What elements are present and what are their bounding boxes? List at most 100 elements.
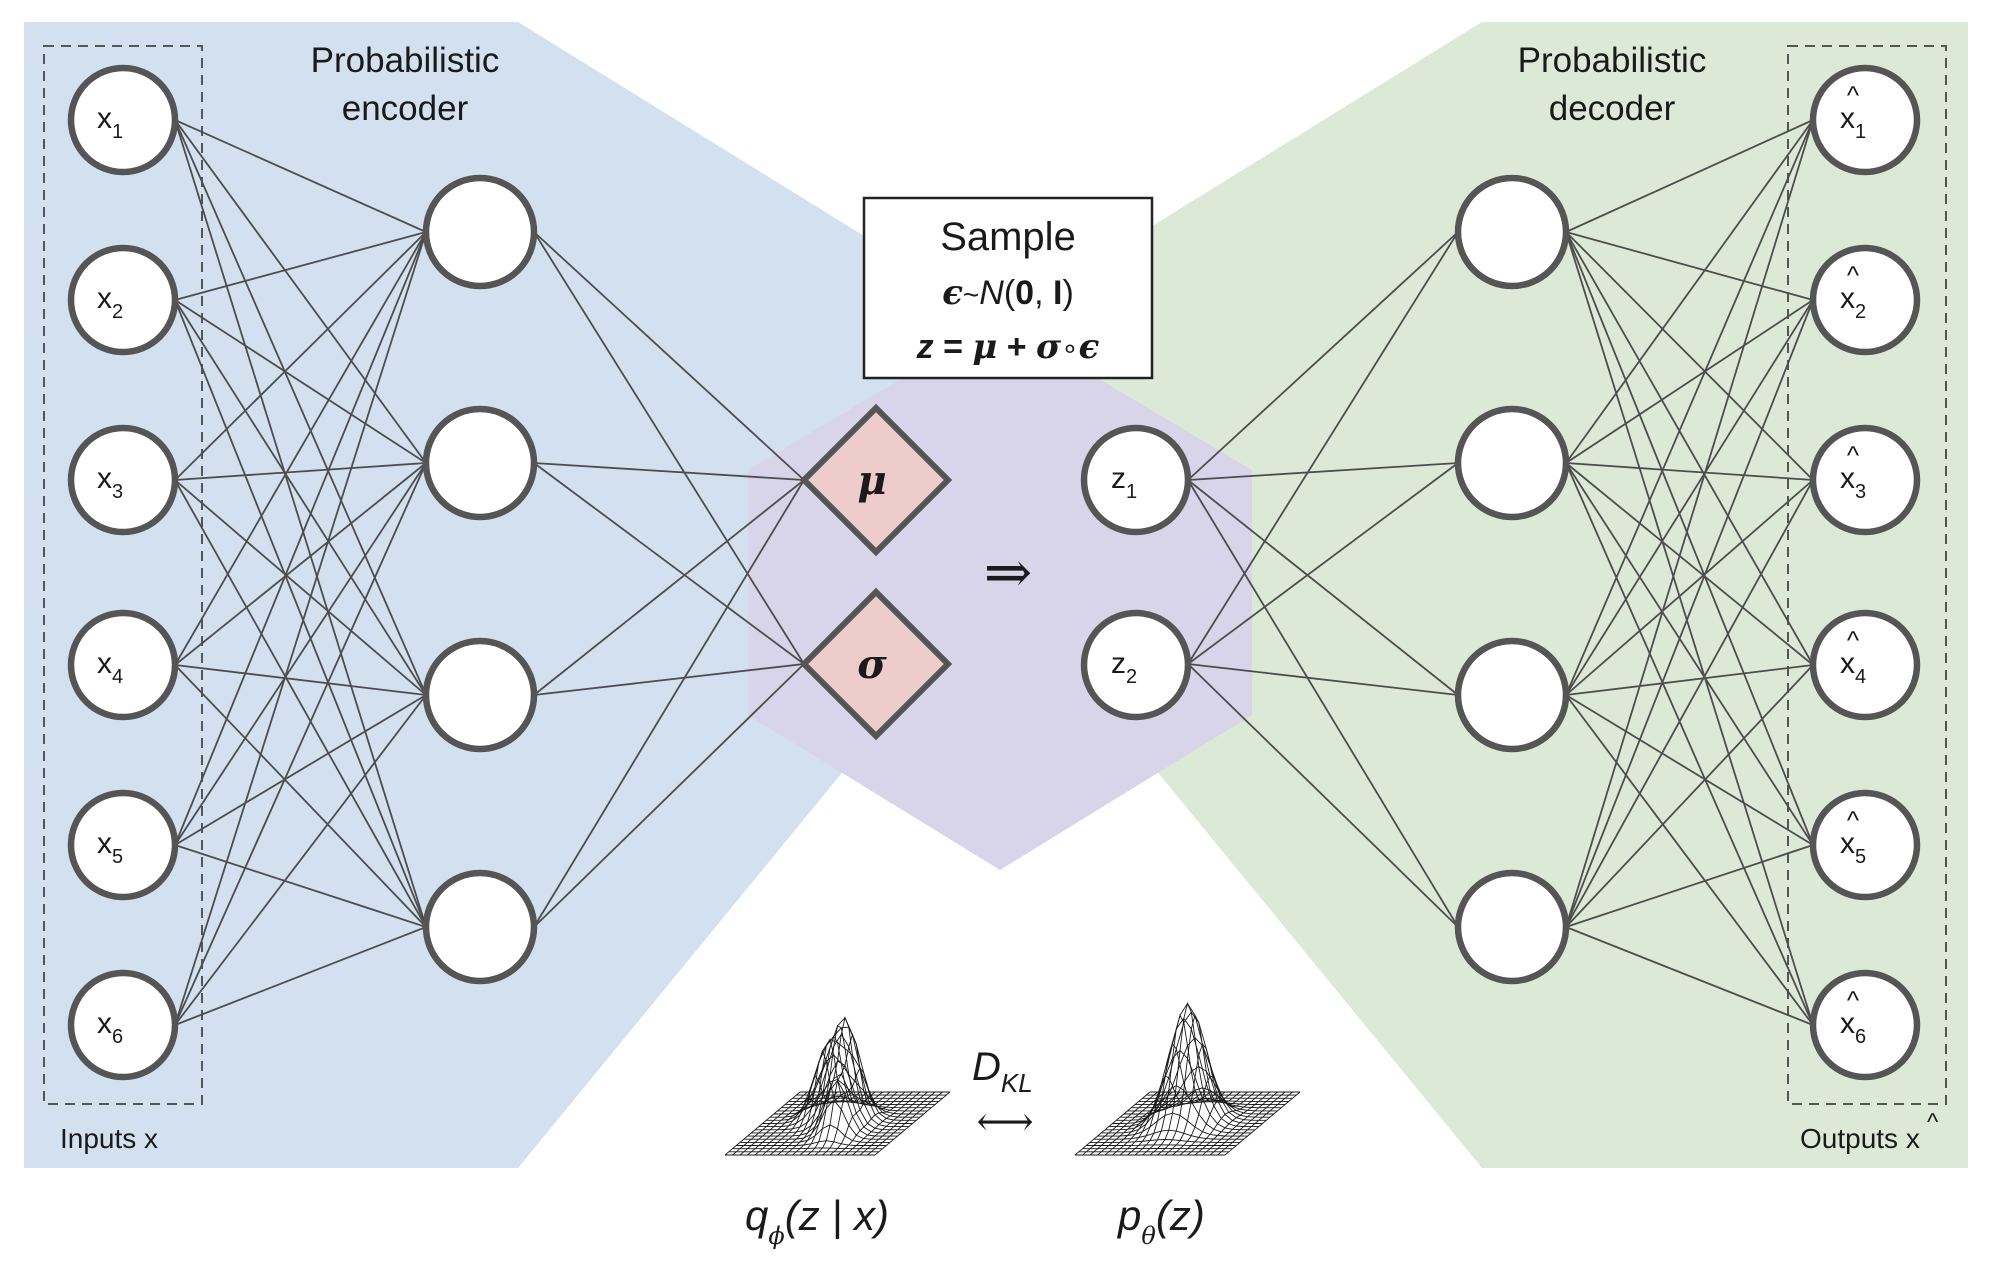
- svg-text:^: ^: [1847, 805, 1860, 835]
- svg-text:^: ^: [1927, 1109, 1939, 1136]
- outputs-dashed-box: [1787, 45, 1947, 1105]
- mesh-line: [747, 1091, 823, 1156]
- encoder-hidden-node-2: [422, 405, 538, 521]
- mesh-line: [777, 1049, 853, 1156]
- decoder-title-line1: Probabilistic: [1518, 41, 1707, 80]
- edge: [1565, 231, 1814, 846]
- svg-text:x4: x4: [97, 647, 123, 688]
- svg-text:Outputs x: Outputs x: [1800, 1123, 1920, 1154]
- mesh-line: [1119, 1091, 1196, 1156]
- mesh-line: [1149, 1002, 1226, 1156]
- latent-node-1: z1: [1080, 424, 1192, 536]
- decoder-hidden-node-3: [1454, 637, 1570, 753]
- input-node-3: x3: [67, 424, 179, 536]
- edge: [174, 119, 427, 696]
- input-node-1: x1: [67, 64, 179, 176]
- mesh-line: [1224, 1091, 1301, 1156]
- mesh-line: [1202, 1091, 1278, 1156]
- edge: [1187, 663, 1459, 928]
- edge: [1565, 462, 1814, 481]
- mesh-line: [1074, 1091, 1151, 1156]
- encoder-hidden-node-3: [422, 637, 538, 753]
- edge: [533, 231, 805, 665]
- edge: [174, 664, 427, 696]
- sigma-node: σ: [799, 587, 953, 741]
- mesh-line: [1134, 1043, 1211, 1156]
- network-edges: [174, 119, 1814, 1026]
- edge: [1187, 663, 1459, 696]
- mesh-line: [822, 1066, 898, 1156]
- edge: [1187, 479, 1459, 696]
- edge: [1565, 299, 1814, 928]
- svg-text:^: ^: [1847, 80, 1860, 110]
- mesh-line: [852, 1091, 928, 1156]
- edge: [1565, 119, 1814, 233]
- output-node-4: ^ x4: [1809, 609, 1921, 721]
- edge: [1565, 462, 1814, 666]
- mesh-line: [814, 1033, 891, 1156]
- mesh-line: [1105, 1049, 1255, 1131]
- mesh-line: [1164, 1043, 1241, 1156]
- mesh-line: [1082, 1091, 1158, 1156]
- edge: [1187, 462, 1459, 481]
- edge: [174, 844, 427, 928]
- edge: [1565, 844, 1814, 928]
- mesh-line: [732, 1091, 808, 1156]
- edge: [174, 462, 427, 481]
- svg-text:z1: z1: [1111, 462, 1137, 503]
- edge: [1565, 694, 1814, 846]
- edge: [533, 663, 805, 928]
- edge: [174, 299, 427, 928]
- edge: [1187, 231, 1459, 665]
- svg-text:x6: x6: [97, 1007, 123, 1048]
- decoder-title-line2: decoder: [1549, 89, 1676, 128]
- input-node-4: x4: [67, 609, 179, 721]
- p-distribution-plot: [1074, 1002, 1301, 1156]
- svg-text:x6: x6: [1840, 1007, 1866, 1048]
- svg-text:x3: x3: [97, 462, 123, 503]
- output-node-6: ^ x6: [1809, 969, 1921, 1081]
- mesh-line: [1142, 1014, 1218, 1156]
- edge: [1565, 231, 1814, 1026]
- svg-text:x3: x3: [1840, 462, 1866, 503]
- mesh-line: [1101, 1085, 1252, 1134]
- edge: [174, 926, 427, 1026]
- svg-text:x5: x5: [97, 827, 123, 868]
- mesh-line: [859, 1091, 936, 1156]
- mesh-line: [844, 1091, 921, 1156]
- outputs-caption: Outputs x ^: [1800, 1109, 1939, 1154]
- input-node-6: x6: [67, 969, 179, 1081]
- encoder-title-line1: Probabilistic: [311, 41, 500, 80]
- mesh-line: [807, 1016, 883, 1156]
- edge: [533, 479, 805, 696]
- svg-text:^: ^: [1847, 260, 1860, 290]
- edge: [1565, 462, 1814, 846]
- mesh-line: [1217, 1091, 1293, 1156]
- mesh-line: [769, 1075, 846, 1156]
- encoder-title-line2: encoder: [342, 89, 469, 128]
- edge: [1565, 299, 1814, 464]
- edge: [174, 231, 427, 846]
- edge: [174, 694, 427, 846]
- encoder-hidden-node-4: [422, 869, 538, 985]
- edge: [174, 299, 427, 696]
- input-node-5: x5: [67, 789, 179, 901]
- p-label: pθ(z): [1116, 1192, 1205, 1250]
- edge: [1565, 231, 1814, 666]
- edge: [1565, 479, 1814, 928]
- svg-text:x1: x1: [97, 102, 123, 143]
- edge: [533, 231, 805, 481]
- output-node-3: ^ x3: [1809, 424, 1921, 536]
- kl-arrow: ⟷: [976, 1099, 1033, 1145]
- mesh-line: [1187, 1091, 1263, 1156]
- edge: [1565, 231, 1814, 481]
- svg-text:x2: x2: [97, 282, 123, 323]
- edge: [1187, 231, 1459, 481]
- mesh-line: [1157, 1014, 1233, 1156]
- svg-text:σ: σ: [857, 641, 887, 688]
- q-label: qϕ(z | x): [745, 1192, 889, 1250]
- edge: [1565, 664, 1814, 928]
- implies-arrow: ⇒: [984, 538, 1033, 606]
- edge: [174, 119, 427, 928]
- svg-text:x4: x4: [1840, 647, 1866, 688]
